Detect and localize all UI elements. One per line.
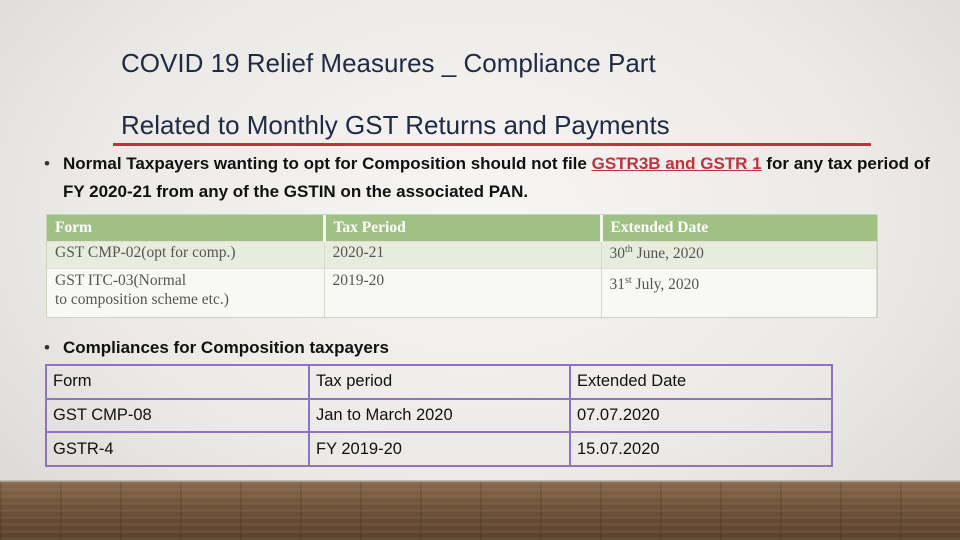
table-cell: GST CMP-02(opt for comp.) (47, 241, 325, 269)
table-row: GST ITC-03(Normal to composition scheme e… (47, 268, 877, 317)
table-cell: GST CMP-08 (45, 397, 310, 434)
table-row: GST CMP-02(opt for comp.) 2020-21 30th J… (47, 241, 877, 269)
table-header: Extended Date (601, 215, 877, 242)
table-cell: FY 2019-20 (308, 431, 571, 467)
table-header: Form (47, 215, 326, 242)
table-cell: GSTR-4 (45, 431, 310, 467)
table-cell: 31st July, 2020 (601, 268, 877, 317)
bullet-text: Normal Taxpayers wanting to opt for Comp… (63, 154, 930, 201)
floor-edge (0, 480, 960, 483)
table-cell: 15.07.2020 (569, 431, 833, 467)
slide-subtitle: Related to Monthly GST Returns and Payme… (121, 110, 670, 140)
bullet-text: Compliances for Composition taxpayers (63, 338, 389, 357)
table-header: Extended Date (569, 364, 833, 400)
wood-floor-background (0, 482, 960, 540)
table-header: Form (45, 364, 310, 400)
bullet-normal-taxpayers: • Normal Taxpayers wanting to opt for Co… (44, 150, 934, 206)
table-cell: Jan to March 2020 (308, 397, 571, 434)
composition-opt-table: Form Tax Period Extended Date GST CMP-02… (46, 214, 878, 318)
table-header: Tax period (308, 364, 571, 400)
table-header: Tax Period (324, 215, 603, 242)
slide-title: COVID 19 Relief Measures _ Compliance Pa… (121, 48, 656, 78)
bullet-dot: • (44, 154, 50, 173)
bullet-dot: • (44, 338, 50, 357)
table-cell: 30th June, 2020 (601, 241, 877, 269)
table-header-row: Form Tax period Extended Date (45, 364, 833, 400)
table-cell: 07.07.2020 (569, 397, 833, 434)
table-row: GSTR-4 FY 2019-20 15.07.2020 (45, 431, 833, 467)
bullet-composition-compliances: • Compliances for Composition taxpayers (44, 334, 389, 362)
table-cell: 2019-20 (324, 268, 602, 317)
title-underline (113, 143, 871, 146)
table-cell: GST ITC-03(Normal to composition scheme e… (47, 268, 325, 317)
table-cell: 2020-21 (324, 241, 602, 269)
composition-compliance-table: Form Tax period Extended Date GST CMP-08… (45, 364, 833, 467)
highlighted-returns: GSTR3B and GSTR 1 (591, 154, 762, 173)
table-row: GST CMP-08 Jan to March 2020 07.07.2020 (45, 397, 833, 434)
